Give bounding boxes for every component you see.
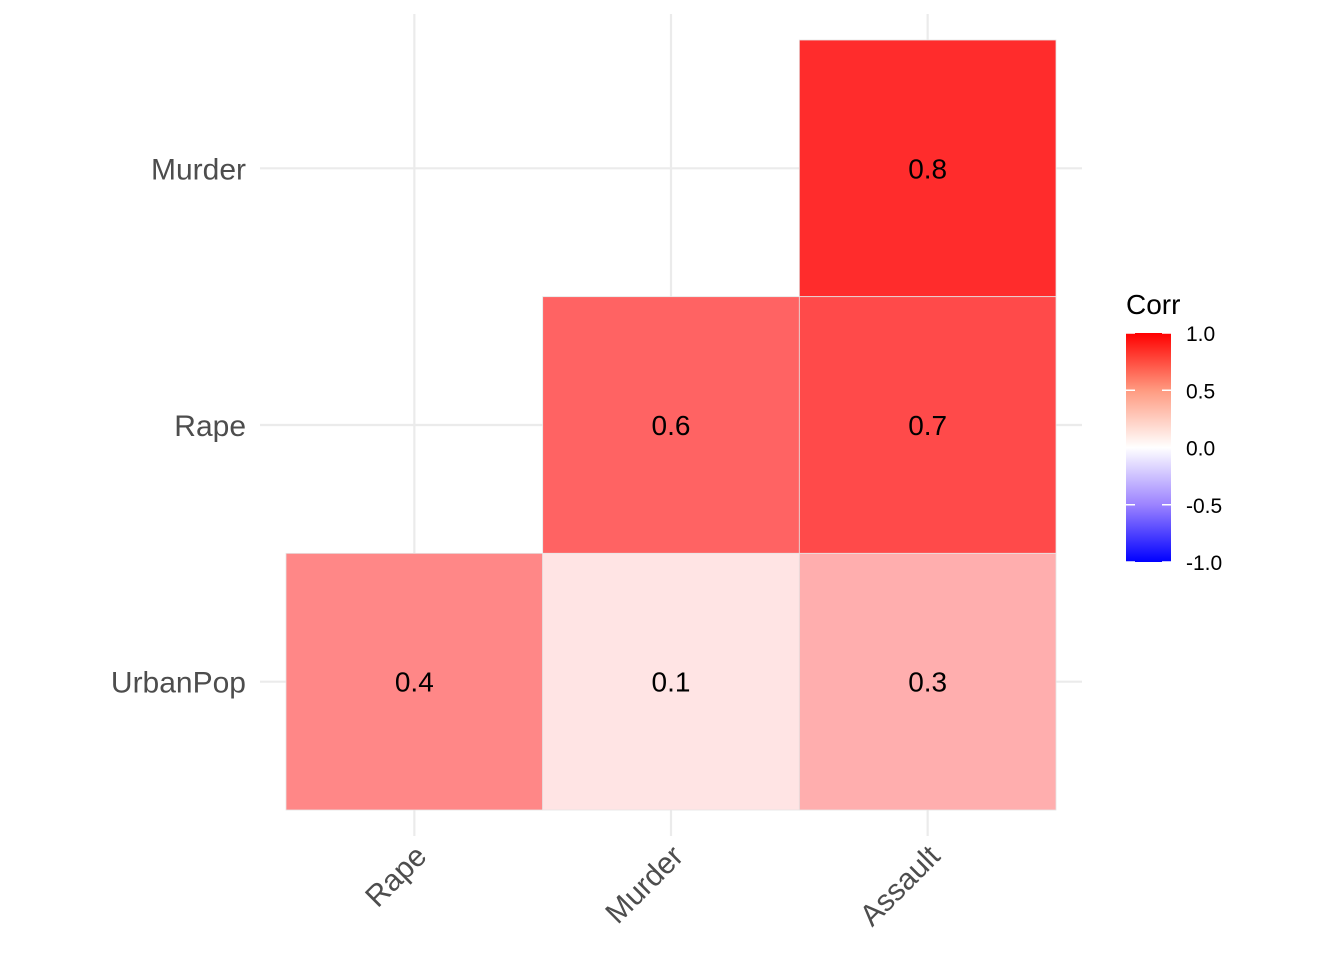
y-tick-label: UrbanPop xyxy=(111,667,246,700)
legend-tick-label: -1.0 xyxy=(1186,552,1222,575)
cell-value-label: 0.8 xyxy=(908,153,947,184)
heatmap-cell xyxy=(798,296,1057,554)
heatmap-cell xyxy=(798,39,1057,298)
legend-tick-label: 0.0 xyxy=(1186,438,1215,461)
legend-title: Corr xyxy=(1126,289,1180,320)
heatmap-cell xyxy=(285,552,544,811)
x-tick-label: Assault xyxy=(854,839,947,932)
cell-value-label: 0.1 xyxy=(652,667,691,698)
x-tick-label: Rape xyxy=(359,840,433,914)
cell-value-label: 0.6 xyxy=(652,410,691,441)
x-tick-label: Murder xyxy=(599,840,690,931)
y-axis: Murder Rape UrbanPop xyxy=(111,153,246,699)
legend-tick-label: 0.5 xyxy=(1186,380,1215,403)
legend-tick-label: -0.5 xyxy=(1186,495,1222,518)
heatmap-cells: 0.8 0.6 0.7 0.4 0.1 0.3 xyxy=(285,39,1057,811)
cell-value-label: 0.4 xyxy=(395,667,434,698)
heatmap-cell xyxy=(542,296,800,554)
heatmap-cell xyxy=(798,552,1057,811)
y-tick-label: Rape xyxy=(174,410,246,443)
cell-value-label: 0.3 xyxy=(908,667,947,698)
x-axis: Rape Murder Assault xyxy=(359,839,947,932)
legend: Corr 1.0 0.5 0.0 -0.5 -1.0 xyxy=(1126,289,1222,575)
y-tick-label: Murder xyxy=(151,153,246,186)
legend-tick-label: 1.0 xyxy=(1186,323,1215,346)
cell-value-label: 0.7 xyxy=(908,410,947,441)
